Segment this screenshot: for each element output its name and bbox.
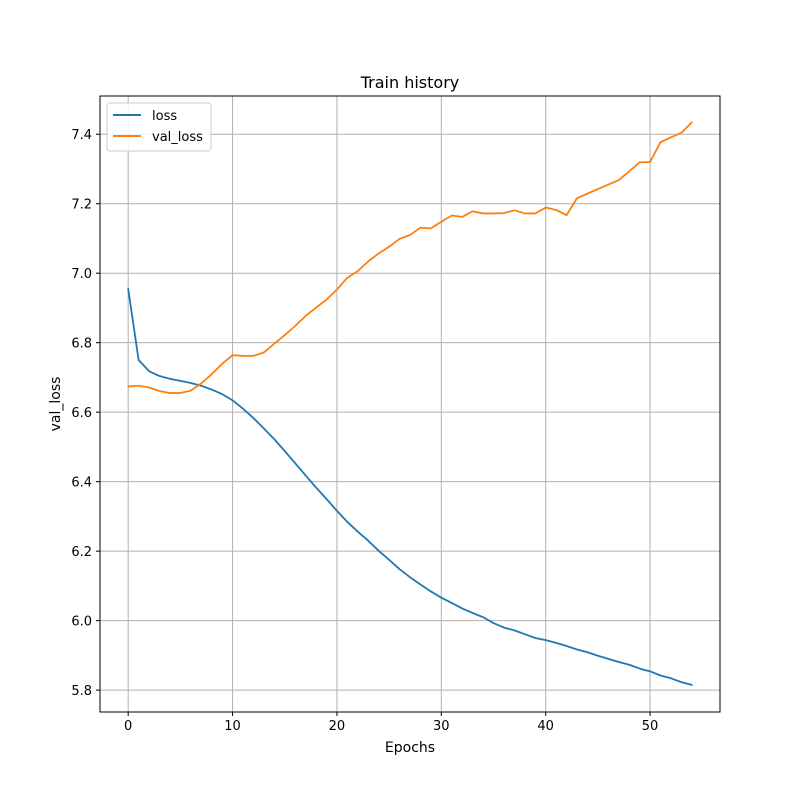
y-tick-label: 7.4 bbox=[71, 128, 92, 143]
y-tick-label: 7.0 bbox=[71, 267, 92, 282]
x-tick-label: 0 bbox=[124, 719, 132, 734]
plot-frame bbox=[99, 95, 721, 713]
y-tick-label: 6.6 bbox=[71, 406, 92, 421]
y-tick-label: 5.8 bbox=[71, 684, 92, 699]
chart-title: Train history bbox=[360, 73, 460, 92]
x-tick-label: 30 bbox=[433, 719, 450, 734]
y-tick-label: 6.2 bbox=[71, 545, 92, 560]
x-tick-label: 20 bbox=[329, 719, 346, 734]
x-tick-label: 40 bbox=[537, 719, 554, 734]
gridlines bbox=[100, 96, 720, 712]
y-tick-label: 7.2 bbox=[71, 198, 92, 213]
series-lines bbox=[127, 121, 693, 686]
legend-label-val-loss: val_loss bbox=[152, 130, 203, 145]
x-tick-label: 50 bbox=[642, 719, 659, 734]
y-axis-label: val_loss bbox=[48, 377, 64, 432]
y-tick-label: 6.0 bbox=[71, 615, 92, 630]
y-tick-label: 6.8 bbox=[71, 337, 92, 352]
series-line-loss bbox=[127, 287, 693, 686]
axis-ticks: 0 10 20 30 40 50 5.8 6.0 6.2 6.4 6.6 6.8 7.0 7.2 7.4 bbox=[71, 128, 658, 734]
series-line-val-loss bbox=[127, 121, 693, 394]
x-axis-label: Epochs bbox=[385, 740, 435, 756]
x-tick-label: 10 bbox=[224, 719, 241, 734]
legend-label-loss: loss bbox=[152, 109, 177, 124]
y-tick-label: 6.4 bbox=[71, 476, 92, 491]
legend: loss val_loss bbox=[106, 102, 212, 152]
